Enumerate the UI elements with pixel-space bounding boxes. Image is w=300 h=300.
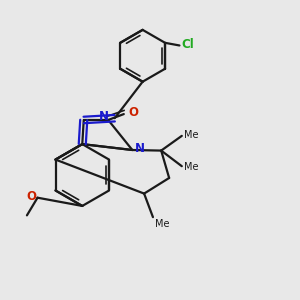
Text: N: N	[99, 110, 110, 123]
Text: N: N	[135, 142, 145, 155]
Text: O: O	[129, 106, 139, 119]
Text: Cl: Cl	[182, 38, 194, 50]
Text: O: O	[26, 190, 36, 203]
Text: Me: Me	[184, 130, 199, 140]
Text: Me: Me	[155, 220, 170, 230]
Text: Me: Me	[184, 162, 199, 172]
